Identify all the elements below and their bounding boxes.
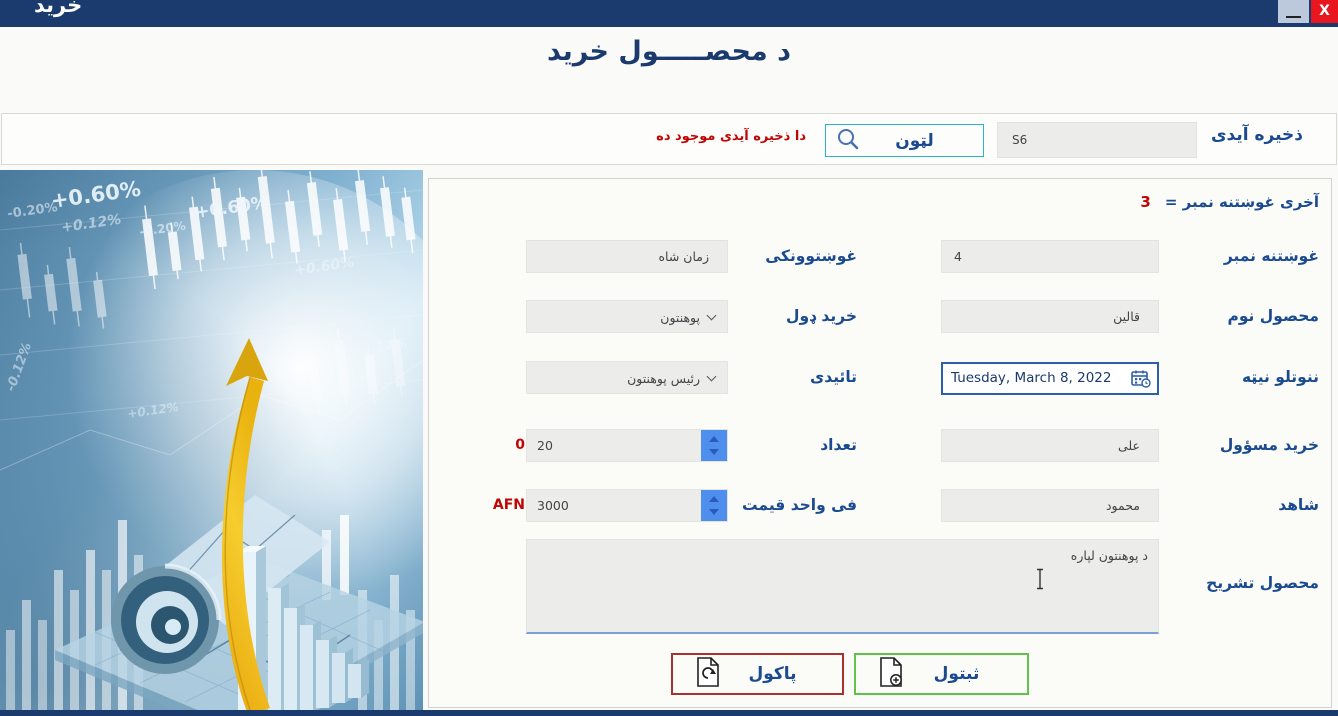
clear-button-label: پاکول — [748, 664, 797, 684]
description-value: د پوهنتون لپاره — [1070, 548, 1148, 563]
entry-date-value: Tuesday, March 8, 2022 — [951, 370, 1112, 386]
title-bar: خرید X — [0, 0, 1338, 27]
unit-price-label: فی واحد قيمت — [742, 496, 857, 514]
last-request-label: آخری غوښتنه نمبر = — [1164, 193, 1319, 211]
approval-label: تائيدی — [810, 368, 857, 386]
bottom-border-strip — [0, 710, 1338, 716]
hero-rising-arrow — [221, 338, 270, 712]
page-title: د محصـــــول خريد — [547, 36, 791, 67]
save-button-label: ثبتول — [933, 664, 980, 684]
minimize-button[interactable] — [1278, 0, 1309, 23]
requester-label: غوښتوونکی — [765, 247, 857, 265]
quantity-unit-badge: 0 — [515, 437, 525, 453]
unit-price-updown-buttons[interactable] — [701, 490, 727, 521]
arrow-up-icon — [709, 436, 719, 442]
chevron-down-icon — [706, 371, 717, 382]
search-button-label: لټون — [895, 130, 934, 151]
unit-price-value: 3000 — [537, 498, 569, 513]
stock-market-hero-image: +0.60% -0.20% +0.12% +0.60% -0.20% +0.60… — [0, 170, 423, 712]
window-title: خرید — [34, 0, 83, 17]
quantity-value: 20 — [537, 438, 553, 453]
last-request-value: 3 — [1140, 193, 1151, 211]
quantity-label: تعداد — [820, 436, 857, 454]
purchase-type-select[interactable]: پوهنتون — [526, 300, 728, 333]
search-button[interactable]: لټون — [825, 124, 984, 157]
hero-illustration: +0.60% -0.20% +0.12% +0.60% -0.20% +0.60… — [0, 170, 423, 712]
requester-input[interactable] — [526, 240, 728, 273]
purchase-form-panel: آخری غوښتنه نمبر = 3 غوښتنه نمبر غوښتوونک… — [428, 178, 1332, 708]
close-button[interactable]: X — [1311, 0, 1338, 23]
entry-date-picker[interactable]: Tuesday, March 8, 2022 — [941, 362, 1159, 395]
save-button[interactable]: ثبتول — [854, 653, 1029, 695]
minimize-icon — [1286, 16, 1301, 18]
approval-value: رئيس پوهنتون — [627, 371, 700, 386]
add-document-icon — [878, 657, 904, 691]
quantity-stepper[interactable]: 20 — [526, 429, 728, 462]
search-panel: ذخيره آيدی لټون دا ذخيره آيدی موجود ده — [1, 113, 1337, 165]
witness-input[interactable] — [941, 489, 1159, 522]
clear-button[interactable]: پاکول — [671, 653, 844, 695]
store-id-label: ذخيره آيدی — [1210, 125, 1303, 145]
arrow-down-icon — [709, 509, 719, 515]
chevron-down-icon — [706, 310, 717, 321]
hero-candlesticks-top — [17, 170, 416, 413]
entry-date-label: ننوتلو نيټه — [1241, 368, 1319, 386]
search-icon — [836, 127, 860, 155]
description-textarea[interactable]: د پوهنتون لپاره — [526, 539, 1159, 634]
svg-text:-0.20%: -0.20% — [6, 200, 58, 222]
request-number-label: غوښتنه نمبر — [1223, 247, 1319, 265]
calendar-icon[interactable] — [1131, 369, 1151, 392]
quantity-updown-buttons[interactable] — [701, 430, 727, 461]
reset-document-icon — [695, 657, 721, 691]
approval-select[interactable]: رئيس پوهنتون — [526, 361, 728, 394]
svg-text:-0.20%: -0.20% — [138, 219, 186, 239]
purchase-officer-label: خريد مسؤول — [1219, 436, 1319, 454]
unit-price-stepper[interactable]: 3000 — [526, 489, 728, 522]
store-id-exists-message: دا ذخيره آيدی موجود ده — [656, 129, 806, 144]
arrow-up-icon — [709, 496, 719, 502]
description-label: محصول تشريح — [1206, 574, 1319, 592]
text-cursor — [1035, 568, 1045, 593]
store-id-input[interactable] — [997, 122, 1197, 158]
purchase-type-label: خريد ډول — [786, 307, 857, 325]
product-name-label: محصول نوم — [1227, 307, 1319, 325]
witness-label: شاهد — [1278, 496, 1319, 514]
currency-badge: AFN — [492, 497, 525, 513]
arrow-down-icon — [709, 449, 719, 455]
purchase-officer-input[interactable] — [941, 429, 1159, 462]
purchase-type-value: پوهنتون — [660, 310, 700, 325]
request-number-input[interactable] — [941, 240, 1159, 273]
last-request-number: آخری غوښتنه نمبر = 3 — [1140, 193, 1319, 211]
product-name-input[interactable] — [941, 300, 1159, 333]
